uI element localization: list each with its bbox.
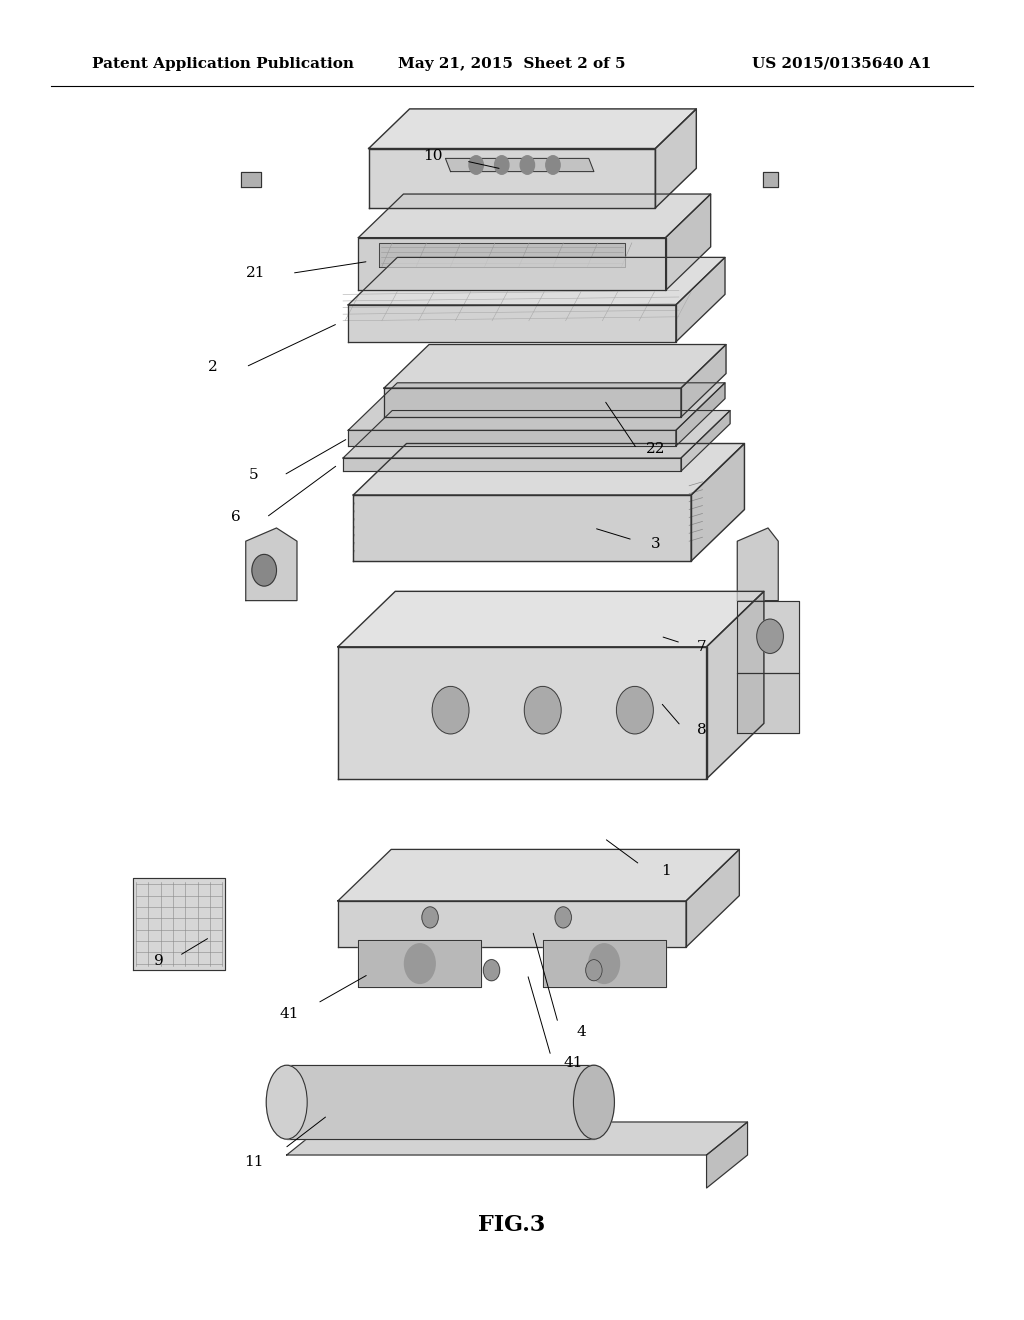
Bar [287,1065,594,1139]
Polygon shape [379,243,625,267]
Circle shape [252,554,276,586]
Circle shape [495,156,509,174]
Polygon shape [686,850,739,948]
Polygon shape [287,1122,748,1155]
Polygon shape [655,110,696,207]
Polygon shape [348,257,725,305]
Text: 1: 1 [660,865,671,878]
Circle shape [555,907,571,928]
Polygon shape [348,305,676,342]
Text: 8: 8 [696,723,707,737]
Polygon shape [353,444,744,495]
Polygon shape [338,591,764,647]
Circle shape [546,156,560,174]
Polygon shape [681,345,726,417]
Polygon shape [343,411,730,458]
Polygon shape [343,458,681,471]
Text: US 2015/0135640 A1: US 2015/0135640 A1 [753,57,932,71]
Polygon shape [445,158,594,172]
Text: 4: 4 [577,1026,587,1039]
Text: 41: 41 [279,1007,299,1020]
Polygon shape [338,850,739,900]
Text: May 21, 2015  Sheet 2 of 5: May 21, 2015 Sheet 2 of 5 [398,57,626,71]
Polygon shape [681,411,730,471]
Circle shape [422,907,438,928]
Text: 7: 7 [696,640,707,653]
Text: 3: 3 [650,537,660,550]
Text: 6: 6 [230,511,241,524]
Text: 41: 41 [563,1056,584,1069]
Circle shape [757,619,783,653]
Circle shape [404,944,435,983]
Polygon shape [338,647,707,779]
Circle shape [616,686,653,734]
Polygon shape [369,110,696,149]
Text: 21: 21 [246,267,266,280]
Polygon shape [384,388,681,417]
Polygon shape [241,172,261,187]
Circle shape [469,156,483,174]
Text: FIG.3: FIG.3 [478,1214,546,1236]
Text: Patent Application Publication: Patent Application Publication [92,57,354,71]
Polygon shape [246,528,297,601]
Text: 22: 22 [645,442,666,455]
Polygon shape [737,601,799,673]
Polygon shape [358,194,711,238]
Polygon shape [348,430,676,446]
Circle shape [483,960,500,981]
Polygon shape [348,383,725,430]
Ellipse shape [573,1065,614,1139]
Circle shape [524,686,561,734]
Circle shape [520,156,535,174]
Text: 5: 5 [249,469,259,482]
Polygon shape [358,238,666,290]
Polygon shape [737,673,799,733]
Polygon shape [676,383,725,446]
Circle shape [432,686,469,734]
Polygon shape [353,495,691,561]
Bar [358,940,481,987]
Polygon shape [763,172,778,187]
Polygon shape [707,1122,748,1188]
Polygon shape [666,194,711,290]
Bar [543,940,666,987]
Polygon shape [338,900,686,948]
Polygon shape [384,345,726,388]
Polygon shape [737,528,778,601]
Text: 10: 10 [423,149,443,162]
Circle shape [589,944,620,983]
Polygon shape [676,257,725,342]
Circle shape [586,960,602,981]
Text: 2: 2 [208,360,218,374]
Ellipse shape [266,1065,307,1139]
Text: 11: 11 [244,1155,264,1168]
Text: 9: 9 [154,954,164,968]
Polygon shape [133,878,225,970]
Polygon shape [707,591,764,779]
Polygon shape [691,444,744,561]
Polygon shape [369,149,655,207]
